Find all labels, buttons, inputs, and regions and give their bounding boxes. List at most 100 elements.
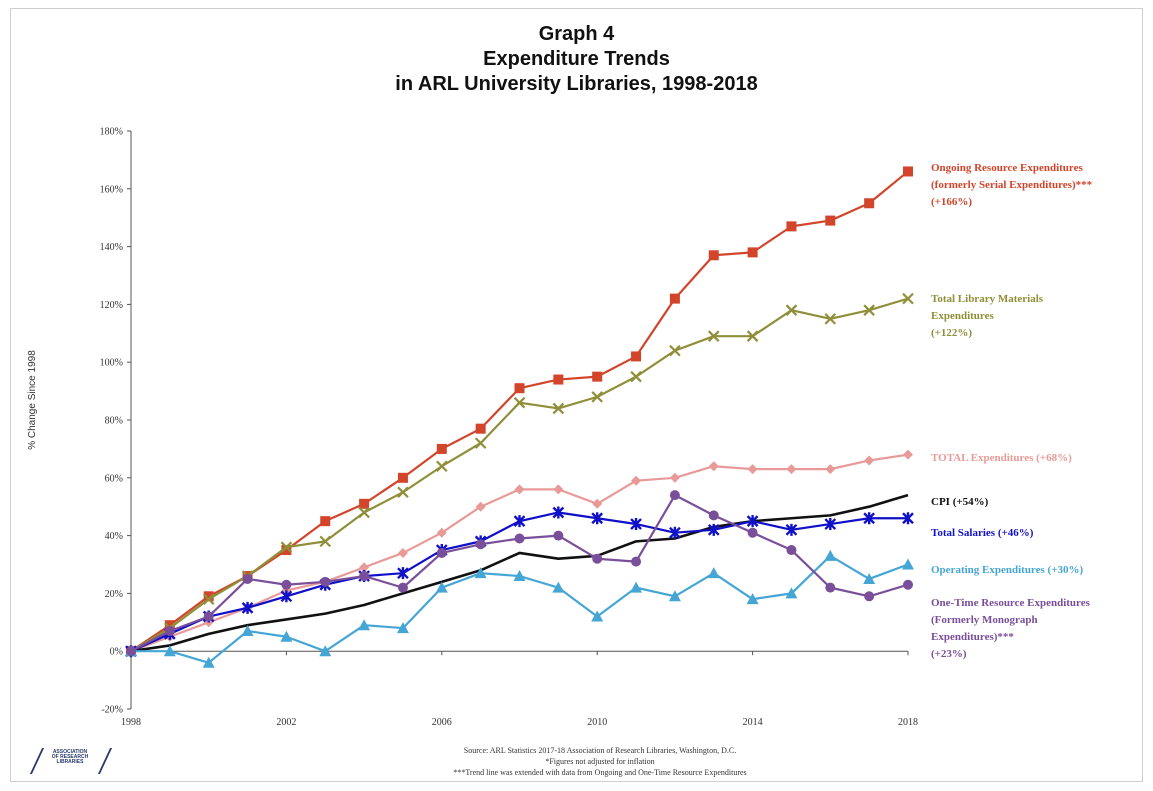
- data-point-asterisk: [746, 515, 759, 528]
- data-point-square: [320, 516, 331, 527]
- data-point-square: [786, 221, 797, 232]
- data-point-circle: [592, 553, 603, 564]
- data-point-diamond: [475, 501, 486, 512]
- title-line-2: Expenditure Trends: [483, 48, 670, 70]
- data-point-triangle: [202, 656, 215, 668]
- data-point-circle: [864, 591, 875, 602]
- data-point-circle: [747, 527, 758, 538]
- data-point-circle: [397, 582, 408, 593]
- chart-title: Graph 4 Expenditure Trends in ARL Univer…: [0, 22, 1153, 97]
- series-label-2: TOTAL Expenditures (+68%): [931, 452, 1072, 464]
- data-point-x: [785, 304, 798, 316]
- data-point-x: [863, 304, 875, 316]
- series-label-4: Total Salaries (+46%): [931, 527, 1034, 539]
- footnote-trendline: ***Trend line was extended with data fro…: [453, 768, 747, 777]
- data-point-circle: [242, 573, 253, 584]
- data-point-circle: [669, 490, 680, 501]
- series-label-0: (+166%): [931, 196, 972, 208]
- data-point-asterisk: [902, 512, 914, 525]
- x-tick-label: 2014: [743, 717, 763, 728]
- data-point-x: [824, 313, 837, 325]
- data-point-x: [397, 486, 409, 499]
- data-point-circle: [631, 556, 642, 567]
- y-tick-label: 40%: [105, 531, 123, 542]
- data-point-triangle: [863, 572, 876, 584]
- y-tick-label: 140%: [100, 242, 123, 253]
- data-point-asterisk: [552, 506, 565, 519]
- data-point-x: [746, 330, 759, 342]
- data-point-circle: [786, 545, 797, 556]
- data-point-asterisk: [630, 518, 642, 531]
- data-point-triangle: [358, 619, 371, 631]
- data-point-asterisk: [824, 518, 837, 531]
- data-point-triangle: [280, 630, 293, 642]
- data-point-diamond: [514, 484, 525, 495]
- data-point-x: [202, 593, 215, 605]
- data-point-triangle: [163, 645, 176, 657]
- data-point-diamond: [786, 464, 797, 475]
- series-label-6: (+23%): [931, 648, 967, 660]
- data-point-asterisk: [397, 567, 409, 580]
- data-point-circle: [164, 625, 175, 636]
- data-point-square: [164, 620, 175, 631]
- footnote-inflation: *Figures not adjusted for inflation: [545, 757, 655, 766]
- logo-slash-right: [97, 748, 113, 774]
- series-label-6: One-Time Resource Expenditures: [931, 597, 1091, 609]
- data-point-triangle: [824, 549, 837, 561]
- y-tick-label: -20%: [101, 705, 123, 716]
- data-point-diamond: [669, 472, 680, 483]
- series-label-1: (+122%): [931, 327, 972, 339]
- data-point-triangle: [552, 581, 565, 593]
- data-point-asterisk: [707, 523, 720, 536]
- data-point-triangle: [902, 558, 914, 570]
- series-label-5: Operating Expenditures (+30%): [931, 564, 1083, 576]
- data-point-square: [553, 374, 564, 385]
- data-point-x: [319, 535, 332, 548]
- data-point-triangle: [591, 610, 604, 622]
- data-point-square: [514, 383, 525, 394]
- data-point-triangle: [241, 624, 254, 636]
- series-line-3: [130, 493, 909, 653]
- data-point-circle: [320, 576, 331, 587]
- series-label-6: (Formerly Monograph: [931, 614, 1038, 626]
- footnote-source: Source: ARL Statistics 2017-18 Associati…: [463, 746, 737, 755]
- data-point-circle: [436, 547, 447, 558]
- data-point-x: [474, 437, 487, 449]
- title-line-1: Graph 4: [538, 23, 615, 45]
- y-tick-label: 80%: [105, 416, 123, 427]
- data-point-diamond: [592, 498, 603, 509]
- data-point-square: [397, 472, 408, 483]
- data-point-triangle: [668, 590, 681, 602]
- arl-logo: ASSOCIATION OF RESEARCH LIBRARIES: [29, 746, 113, 776]
- x-tick-label: 2006: [432, 717, 452, 728]
- data-point-triangle: [785, 587, 798, 599]
- series-label-0: Ongoing Resource Expenditures: [931, 162, 1083, 174]
- data-point-x: [280, 541, 293, 553]
- data-point-asterisk: [863, 512, 875, 525]
- data-point-diamond: [747, 464, 758, 475]
- series-label-3: CPI (+54%): [931, 496, 989, 508]
- data-point-square: [631, 351, 642, 362]
- y-tick-label: 60%: [105, 473, 123, 484]
- y-tick-label: 20%: [105, 589, 123, 600]
- data-point-triangle: [435, 581, 448, 593]
- chart-frame: [10, 8, 1143, 782]
- data-point-circle: [126, 646, 136, 657]
- logo-text: ASSOCIATION OF RESEARCH LIBRARIES: [42, 750, 98, 765]
- data-point-x: [902, 292, 914, 305]
- x-tick-label: 1998: [121, 717, 141, 728]
- data-point-square: [592, 371, 603, 382]
- data-point-square: [864, 198, 875, 209]
- series-label-1: Total Library Materials: [931, 293, 1044, 305]
- data-point-square: [669, 293, 680, 304]
- series-label-6: Expenditures)***: [931, 631, 1014, 643]
- data-point-circle: [708, 510, 719, 521]
- x-tick-label: 2018: [898, 717, 918, 728]
- logo-line-3: LIBRARIES: [56, 759, 84, 765]
- series-label-1: Expenditures: [931, 310, 994, 322]
- data-point-x: [358, 506, 370, 519]
- data-point-asterisk: [241, 601, 254, 614]
- data-point-square: [203, 591, 214, 602]
- data-point-asterisk: [669, 526, 681, 539]
